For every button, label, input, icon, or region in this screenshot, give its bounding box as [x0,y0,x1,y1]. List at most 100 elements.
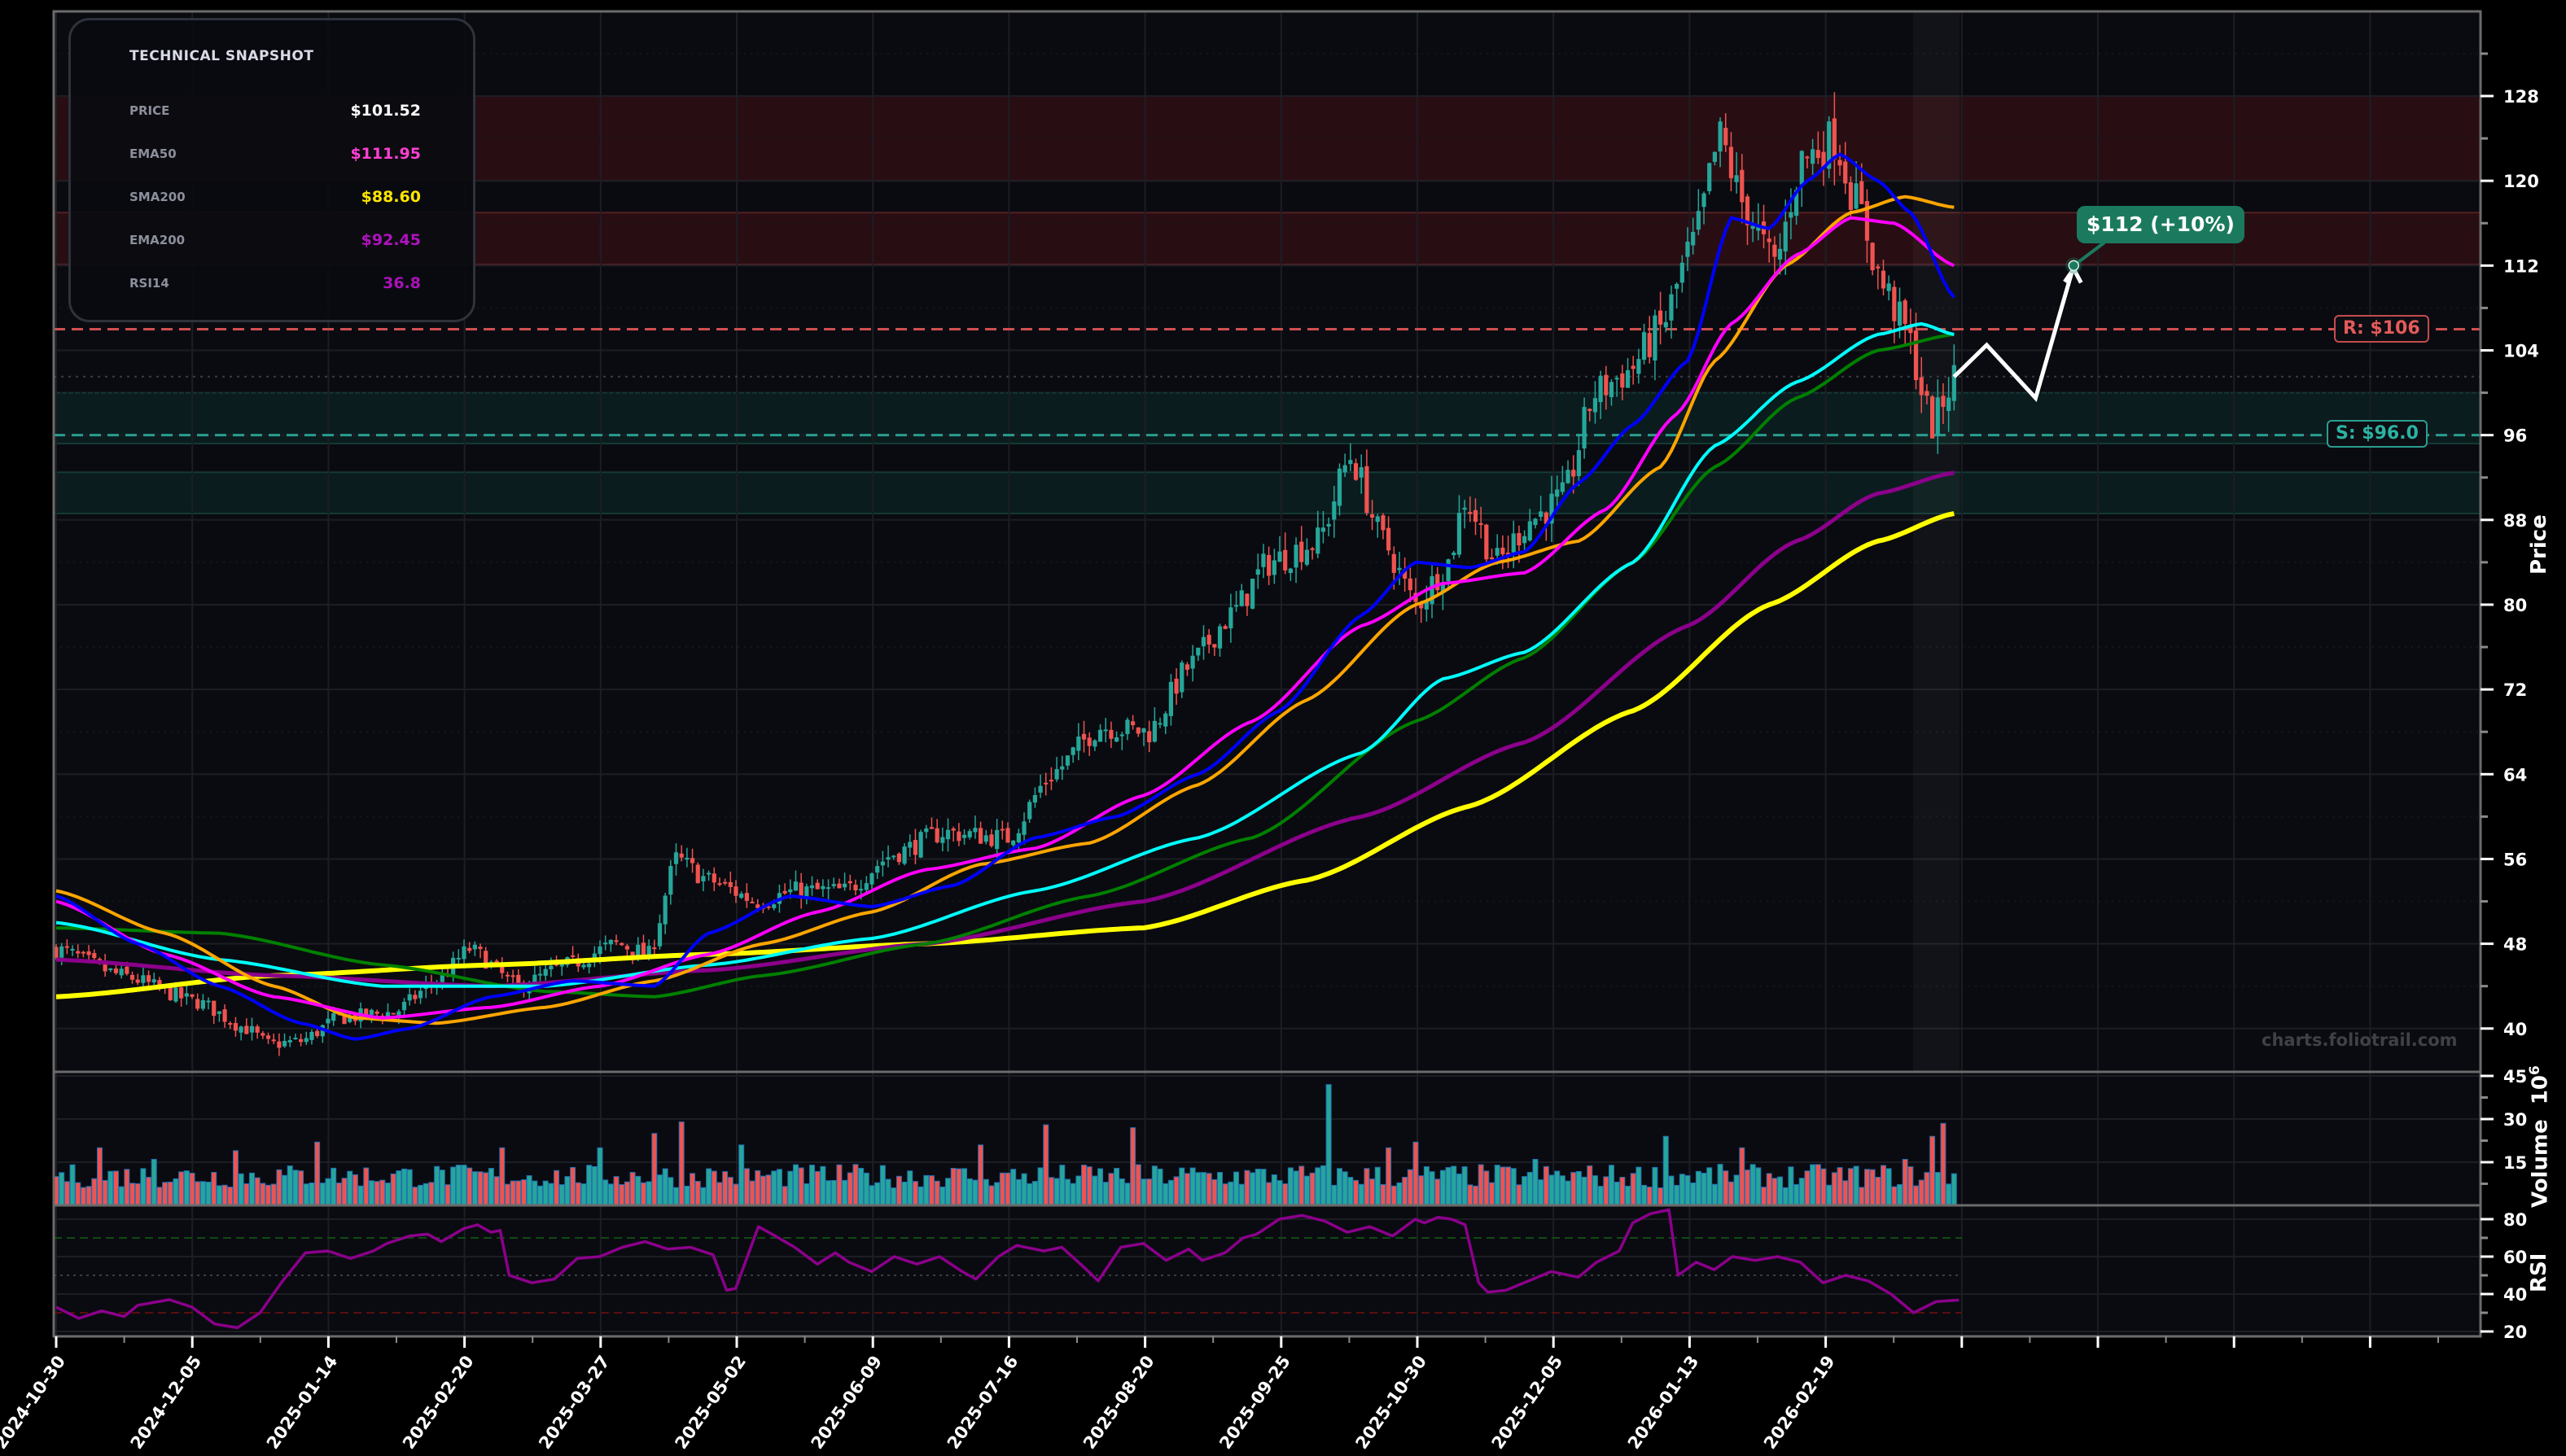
candle-body [1505,553,1511,556]
candle-body [1614,378,1619,380]
volume-bar [548,1183,554,1206]
candle-body [277,1041,282,1048]
candle-body [407,994,412,1001]
candle-body [1081,733,1087,740]
candle-body [1913,330,1919,381]
volume-bar [869,1185,875,1206]
volume-bar [706,1168,712,1206]
candle-body [1517,533,1522,546]
volume-bar [1364,1168,1370,1206]
candle-body [364,1008,369,1017]
candle-body [228,1023,233,1025]
candle-body [190,994,195,997]
candle-body [1212,644,1217,648]
volume-bar [1597,1186,1604,1206]
volume-bar [1114,1167,1120,1206]
candle-body [782,890,787,894]
volume-bar [1048,1177,1054,1206]
candle-body [1935,397,1940,435]
volume-bar [298,1170,304,1206]
volume-bar [852,1164,859,1206]
candle-body [891,855,896,858]
volume-bar [1163,1183,1169,1206]
candle-body [1625,369,1631,388]
candle-body [1500,547,1505,555]
candle-body [1332,501,1337,520]
volume-bar [455,1165,462,1206]
volume-bar [112,1170,119,1206]
volume-bar [1130,1127,1136,1206]
volume-bar [418,1184,424,1206]
candle-body [712,873,716,883]
volume-bar [787,1170,794,1206]
snapshot-row-ema50: EMA50 $111.95 [129,145,421,166]
y-tick-label: 128 [2503,87,2539,107]
volume-bar [934,1180,940,1206]
candle-body [282,1041,287,1047]
volume-bar [319,1183,326,1206]
candle-body [1658,310,1663,325]
candle-body [1353,463,1359,480]
candle-body [869,873,874,885]
volume-bar [1548,1174,1555,1206]
candle-body [843,883,847,888]
candle-body [1136,727,1141,734]
volume-bar [1820,1168,1827,1206]
volume-bar [1853,1165,1859,1206]
volume-bar [1749,1164,1756,1206]
candle-body [315,1030,320,1036]
candle-body [1750,225,1755,230]
candle-body [532,974,537,988]
volume-bar [1108,1173,1114,1206]
snapshot-label: PRICE [129,103,170,118]
candle-body [1805,156,1810,159]
volume-bar [1662,1135,1669,1206]
volume-bar [248,1172,255,1206]
y-tick-label: 40 [2503,1285,2527,1305]
candle-body [1576,450,1581,476]
volume-bar [1929,1135,1936,1206]
volume-bar [1946,1183,1952,1206]
candle-body [608,939,613,945]
volume-bar [1217,1172,1224,1206]
volume-bar [542,1180,549,1206]
candle-body [1228,607,1233,629]
candle-body [212,1000,217,1017]
volume-bar [232,1150,239,1206]
volume-bar [591,1165,598,1206]
volume-bar [412,1187,418,1206]
volume-bar [1587,1165,1593,1206]
volume-bar [847,1172,853,1206]
candle-body [1669,294,1674,321]
volume-bar [939,1187,946,1206]
volume-bar [1043,1124,1049,1206]
volume-bar [1342,1171,1348,1206]
volume-bar [471,1171,478,1206]
candle-body [875,866,880,873]
volume-bar [1461,1166,1468,1206]
volume-bar [243,1183,250,1206]
volume-bar [1418,1175,1425,1206]
volume-bar [211,1172,217,1206]
candle-body [1647,333,1652,357]
volume-bar [1657,1187,1664,1206]
candle-body [1685,241,1690,257]
volume-bar [515,1180,522,1206]
volume-bar [749,1180,755,1206]
volume-bar [221,1184,228,1206]
candle-body [119,968,124,976]
volume-bar [1500,1166,1506,1206]
candle-body [1320,527,1326,532]
volume-bar [1880,1165,1886,1206]
candle-body [510,975,515,977]
volume-bar [526,1175,532,1206]
volume-bar [1652,1166,1658,1206]
target-connector [2073,241,2106,267]
volume-bar [1331,1184,1338,1206]
volume-bar [303,1183,309,1206]
volume-bar [1538,1179,1544,1206]
volume-bar [1053,1178,1060,1206]
candle-body [348,1015,352,1022]
volume-bar [945,1178,952,1206]
rsi-axis-title: RSI [2527,1253,2551,1292]
